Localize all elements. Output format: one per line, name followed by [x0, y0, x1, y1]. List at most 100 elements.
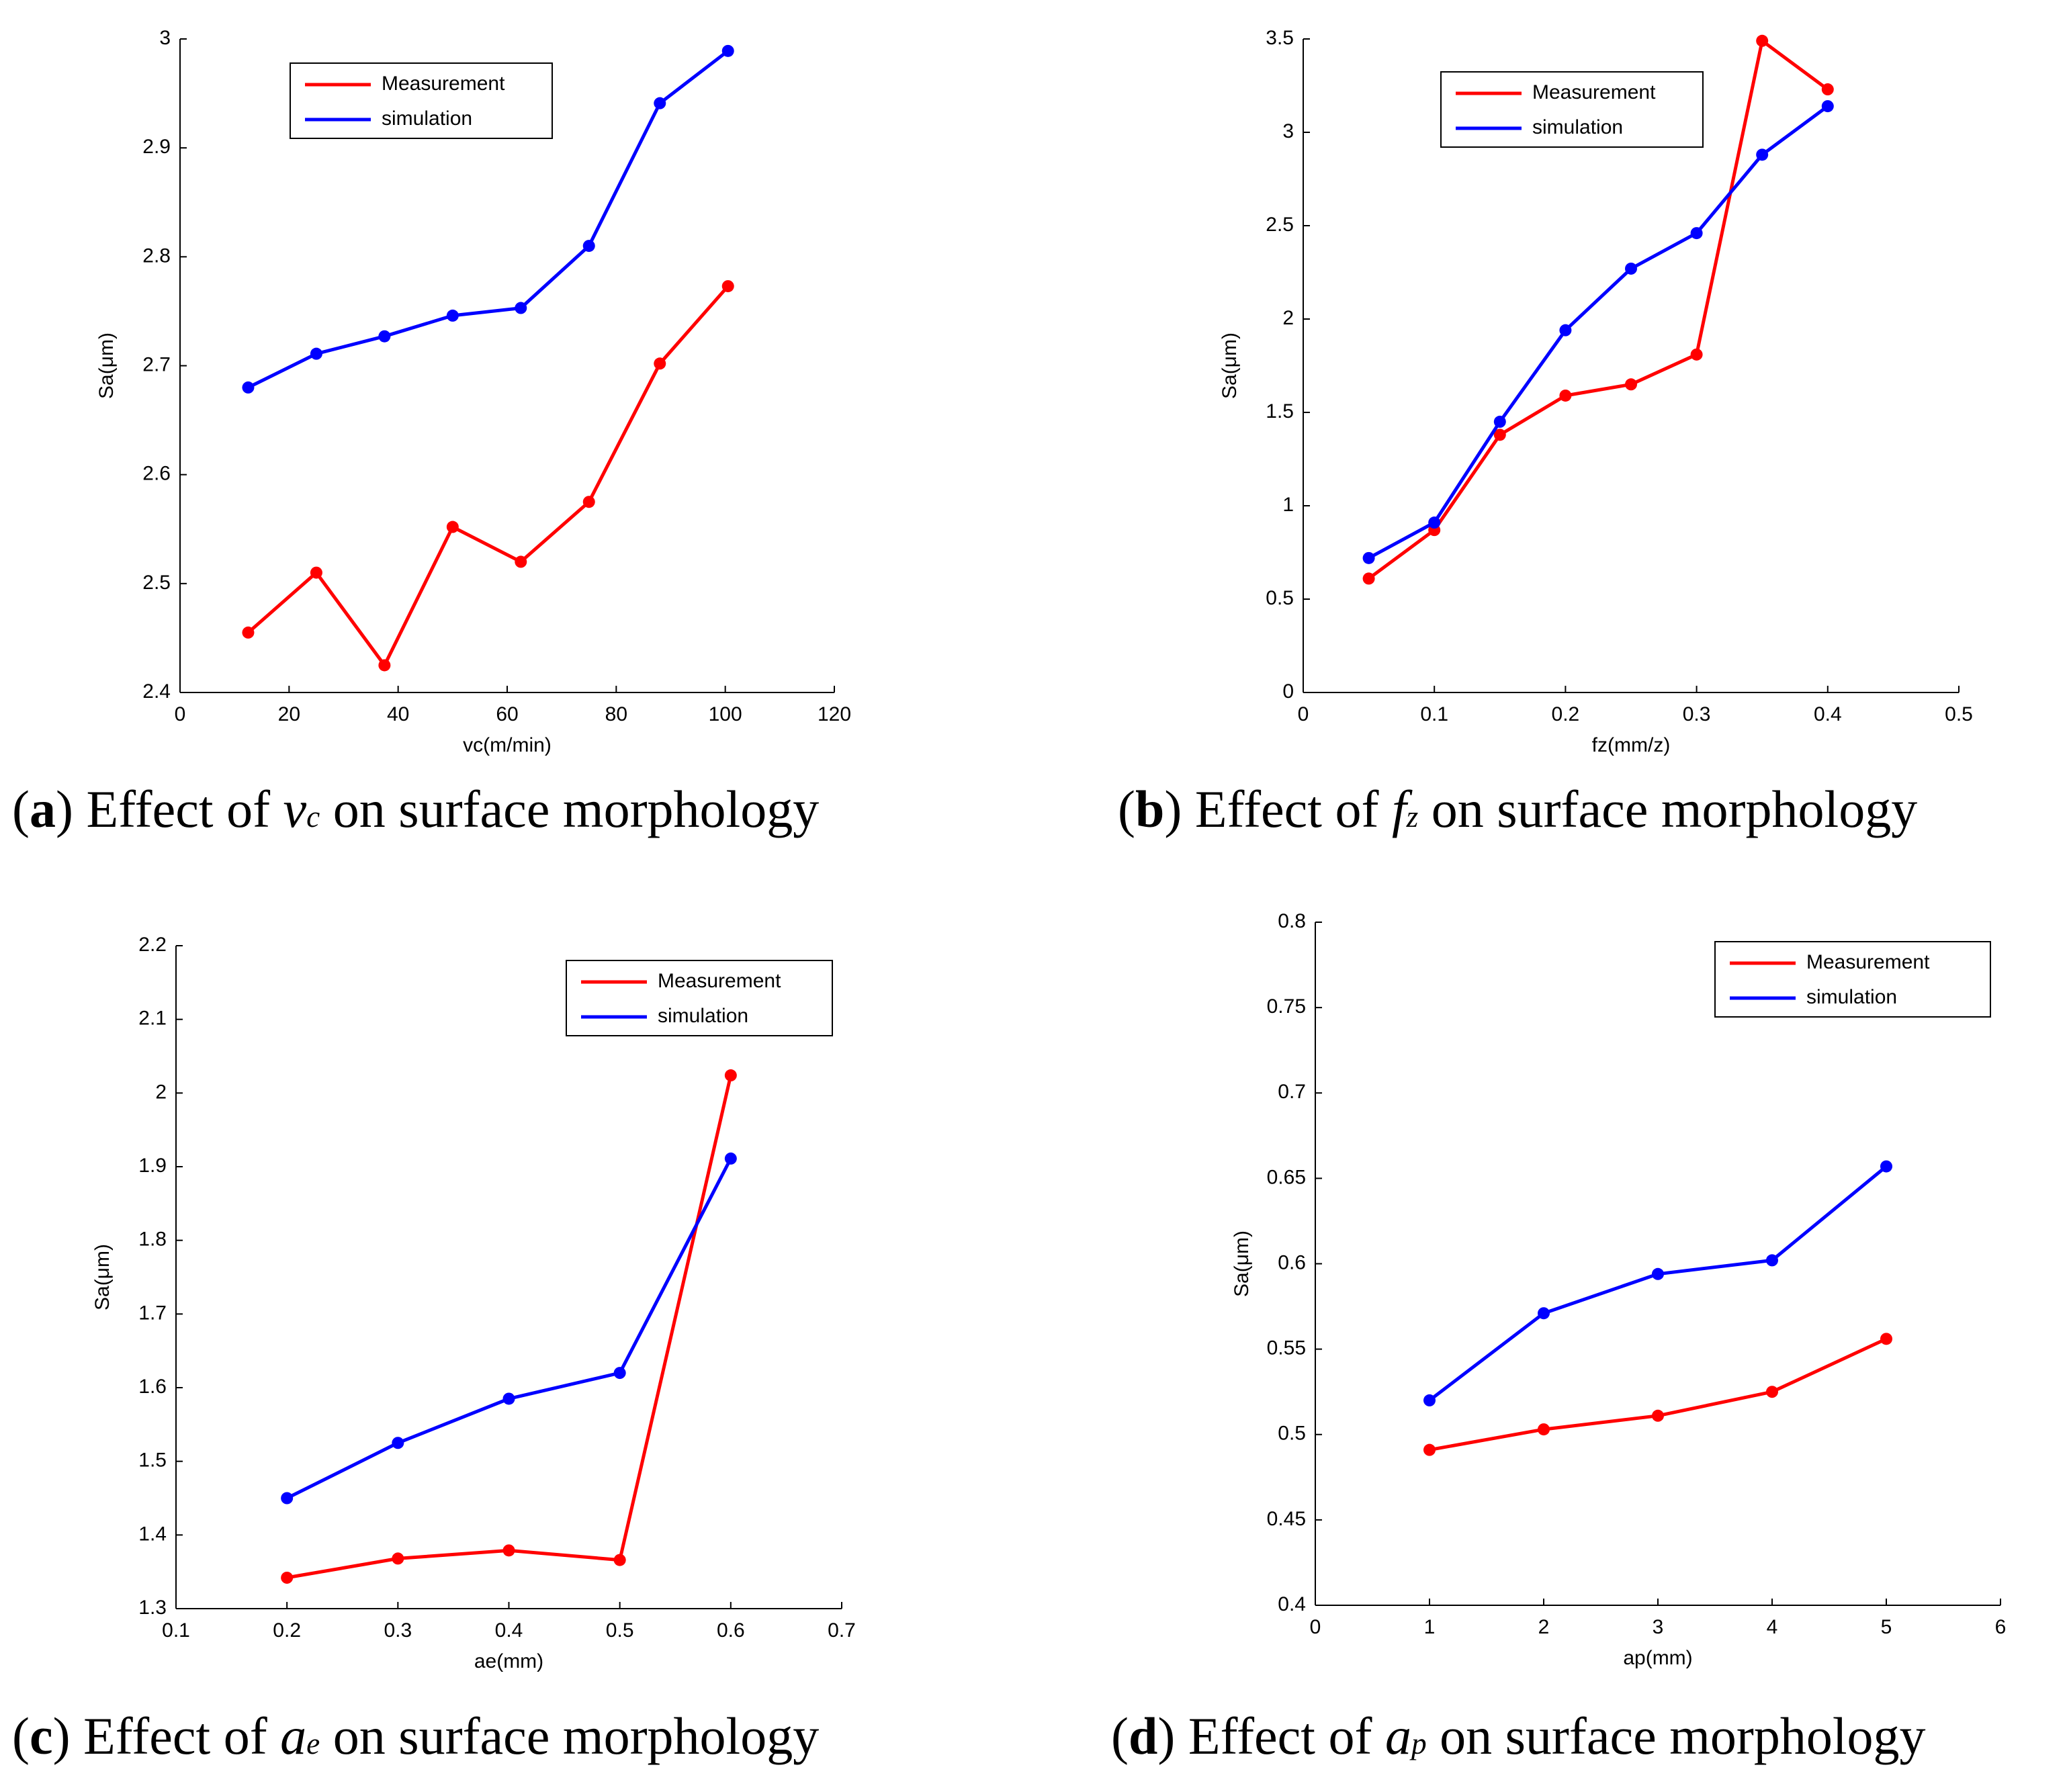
measurement-point [446, 521, 459, 533]
caption-c-prefix: Effect of [83, 1707, 267, 1765]
simulation-line [1427, 1165, 1888, 1402]
caption-b: (b) Effect of fz on surface morphology [1118, 780, 1918, 838]
caption-c-symbol: a [280, 1707, 307, 1765]
y-tick-label: 2.5 [142, 572, 171, 594]
x-tick-label: 0.3 [1683, 703, 1711, 725]
x-tick-label: 0.5 [1945, 703, 1973, 725]
simulation-point [242, 381, 255, 394]
simulation-point [721, 44, 734, 57]
x-axis-label: fz(mm/z) [1592, 734, 1671, 756]
x-tick-label: 2 [1538, 1616, 1550, 1638]
simulation-point [310, 347, 322, 360]
y-axis-label: Sa(μm) [1231, 1230, 1253, 1297]
y-tick-label: 3 [159, 27, 171, 49]
simulation-line [1367, 104, 1830, 560]
measurement-point [1493, 429, 1506, 441]
legend-box [566, 960, 833, 1036]
y-tick-label: 1.5 [1266, 400, 1294, 422]
x-tick-label: 60 [496, 703, 518, 725]
x-tick-label: 5 [1881, 1616, 1892, 1638]
y-tick-label: 1.5 [138, 1449, 167, 1472]
y-tick-label: 1.3 [138, 1597, 167, 1619]
simulation-line [285, 1157, 733, 1500]
legend-box [1714, 941, 1991, 1018]
measurement-line [1367, 39, 1830, 580]
caption-a-suffix: on surface morphology [333, 780, 820, 838]
simulation-point [1428, 517, 1441, 529]
x-tick-label: 0.1 [162, 1619, 190, 1642]
y-tick-label: 2 [155, 1081, 167, 1103]
x-tick-label: 80 [605, 703, 627, 725]
measurement-point [515, 555, 527, 568]
x-tick-label: 3 [1653, 1616, 1664, 1638]
simulation-point [281, 1492, 294, 1505]
y-tick-label: 2.4 [142, 680, 171, 703]
caption-c-suffix: on surface morphology [333, 1707, 820, 1765]
x-tick-label: 1 [1424, 1616, 1436, 1638]
measurement-point [582, 496, 595, 508]
measurement-point [1362, 572, 1375, 585]
simulation-point [1362, 551, 1375, 564]
measurement-point [242, 626, 255, 639]
caption-d-symbol: a [1384, 1707, 1411, 1765]
caption-d: (d) Effect of ap on surface morphology [1111, 1707, 1926, 1765]
chart-panel-d: 0.4 0.45 0.5 0.55 0.6 0.65 0.7 0.75 0.8 0 1 2 3 4 5 6 ap… [1231, 910, 2006, 1669]
y-tick-label: 2.1 [138, 1007, 167, 1030]
x-tick-label: 0.4 [1814, 703, 1842, 725]
simulation-point [1766, 1254, 1778, 1267]
y-tick-label: 1 [1282, 494, 1294, 516]
x-tick-label: 0.5 [606, 1619, 634, 1642]
simulation-point [1538, 1307, 1550, 1320]
measurement-point [724, 1069, 737, 1082]
legend-label-simulation: simulation [1806, 986, 1897, 1008]
legend-label-measurement: Measurement [1532, 81, 1656, 103]
y-tick-label: 0.8 [1278, 910, 1306, 932]
x-tick-label: 0.7 [828, 1619, 856, 1642]
caption-b-subscript: z [1406, 800, 1419, 834]
measurement-point [1423, 1443, 1436, 1456]
caption-b-symbol: f [1391, 780, 1407, 838]
measurement-point [1690, 348, 1703, 361]
chart-panel-a: 2.4 2.5 2.6 2.7 2.8 2.9 3 0 20 40 60 80 100 120 vc(m/m… [95, 27, 851, 756]
y-tick-label: 0.65 [1267, 1166, 1306, 1188]
caption-b-prefix: Effect of [1194, 780, 1379, 838]
x-axis-label: vc(m/min) [463, 734, 552, 756]
simulation-line [247, 49, 730, 390]
caption-a-letter: a [29, 780, 56, 838]
y-tick-label: 1.4 [138, 1523, 167, 1545]
simulation-point [1880, 1160, 1892, 1173]
x-tick-label: 0.2 [273, 1619, 301, 1642]
caption-a: (a) Effect of vc on surface morphology [12, 780, 820, 838]
measurement-point [1821, 83, 1834, 96]
simulation-point [1690, 227, 1703, 240]
simulation-point [446, 309, 459, 322]
measurement-point [1625, 378, 1637, 391]
caption-c-subscript: e [306, 1727, 320, 1760]
measurement-point [281, 1571, 294, 1584]
measurement-point [1652, 1409, 1664, 1422]
x-tick-label: 0 [175, 703, 186, 725]
measurement-line [1427, 1337, 1888, 1452]
measurement-point [502, 1544, 515, 1557]
y-tick-label: 2.2 [138, 934, 167, 956]
simulation-point [1625, 262, 1637, 275]
legend-box [290, 62, 553, 139]
y-tick-label: 0.4 [1278, 1593, 1306, 1615]
x-tick-label: 0.1 [1420, 703, 1448, 725]
y-tick-label: 2.5 [1266, 214, 1294, 236]
simulation-point [582, 240, 595, 253]
caption-a-subscript: c [306, 800, 320, 834]
legend-label-simulation: simulation [658, 1005, 748, 1027]
legend-label-measurement: Measurement [658, 970, 781, 992]
measurement-point [721, 280, 734, 293]
y-tick-label: 1.7 [138, 1302, 167, 1324]
x-tick-label: 40 [387, 703, 409, 725]
simulation-point [1756, 148, 1769, 161]
simulation-point [1652, 1267, 1664, 1280]
y-tick-label: 2.9 [142, 136, 171, 158]
y-tick-label: 3.5 [1266, 27, 1294, 49]
caption-d-letter: d [1128, 1707, 1158, 1765]
measurement-point [654, 357, 666, 370]
measurement-point [378, 659, 391, 672]
chart-panel-b: 0 0.5 1 1.5 2 2.5 3 3.5 0 0.1 0.2 0.3 0.4 0.5 fz(mm/z)… [1219, 27, 1973, 756]
